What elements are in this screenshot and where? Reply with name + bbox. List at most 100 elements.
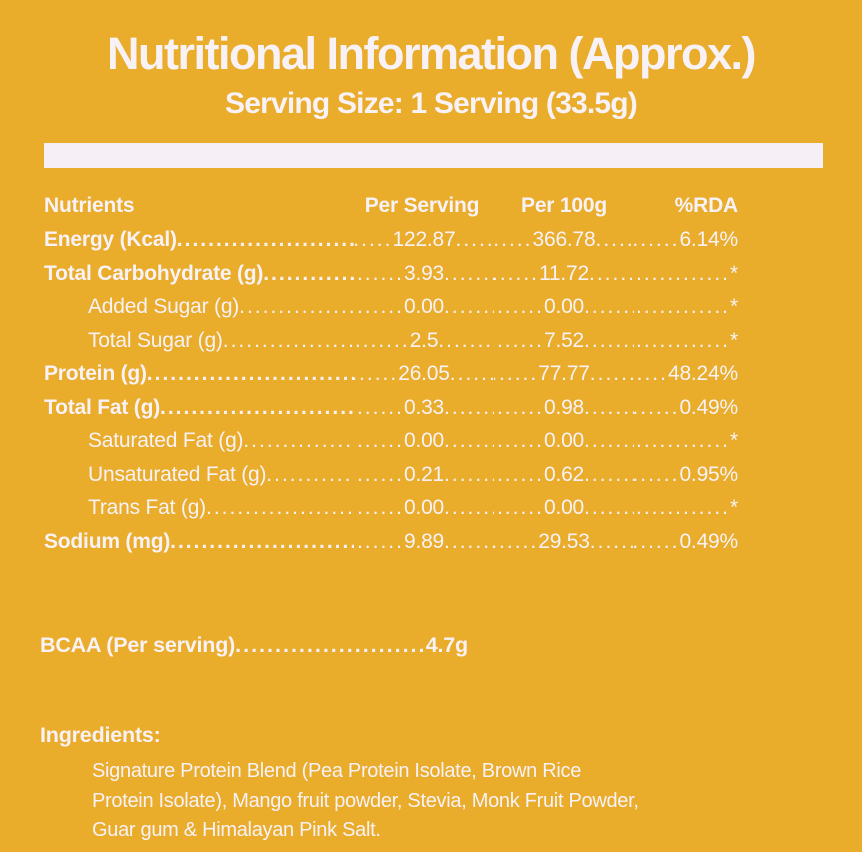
per-serving-value: 2.5 bbox=[409, 328, 439, 352]
dot-leader bbox=[354, 458, 404, 492]
nutrient-label: Added Sugar (g) bbox=[88, 295, 240, 318]
per-100g-cell: 366.78 bbox=[494, 223, 634, 257]
divider-bar bbox=[44, 143, 823, 168]
nutrient-label-cell: Sodium (mg) bbox=[44, 525, 354, 559]
dot-leader bbox=[634, 290, 730, 324]
rda-value: * bbox=[730, 295, 738, 318]
per-100g-cell: 11.72 bbox=[494, 257, 634, 291]
per-serving-cell: 3.93 bbox=[354, 257, 494, 291]
column-header-nutrients: Nutrients bbox=[44, 194, 135, 217]
rda-value: 0.95% bbox=[679, 462, 738, 486]
dot-leader bbox=[494, 290, 544, 324]
per-100g-value: 29.53 bbox=[538, 529, 590, 553]
dot-leader bbox=[243, 424, 354, 458]
rda-value: 6.14% bbox=[679, 228, 738, 251]
dot-leader bbox=[266, 458, 354, 492]
per-serving-value: 3.93 bbox=[403, 261, 445, 285]
dot-leader bbox=[494, 324, 544, 358]
per-100g-cell: 29.53 bbox=[494, 525, 634, 559]
table-row: Total Carbohydrate (g) 3.93 11.72 * bbox=[44, 257, 738, 291]
per-serving-value: 26.05 bbox=[398, 362, 450, 385]
table-header-row: Nutrients Per Serving Per 100g %RDA bbox=[44, 189, 738, 223]
per-serving-cell: 26.05 bbox=[354, 357, 494, 391]
column-header-per-100g: Per 100g bbox=[521, 194, 607, 217]
dot-leader bbox=[444, 257, 494, 291]
dot-leader bbox=[354, 223, 392, 257]
dot-leader bbox=[438, 324, 494, 358]
nutrient-label-cell: Total Carbohydrate (g) bbox=[44, 257, 354, 291]
per-serving-cell: 0.00 bbox=[354, 424, 494, 458]
dot-leader bbox=[634, 391, 679, 425]
rda-cell: 0.49% bbox=[634, 525, 738, 559]
dot-leader bbox=[354, 525, 404, 559]
dot-leader bbox=[354, 324, 410, 358]
dot-leader bbox=[634, 223, 679, 257]
per-100g-cell: 0.00 bbox=[494, 290, 634, 324]
per-100g-cell: 0.00 bbox=[494, 491, 634, 525]
per-100g-value: 11.72 bbox=[539, 261, 589, 285]
dot-leader bbox=[444, 424, 494, 458]
per-serving-value: 122.87 bbox=[392, 228, 456, 251]
dot-leader bbox=[354, 491, 404, 525]
dot-leader bbox=[206, 491, 354, 525]
rda-cell: * bbox=[634, 290, 738, 324]
dot-leader bbox=[354, 257, 404, 291]
rda-value: 0.49% bbox=[679, 395, 738, 419]
dot-leader bbox=[494, 257, 539, 291]
dot-leader bbox=[589, 257, 634, 291]
nutrient-label: Saturated Fat (g) bbox=[88, 429, 244, 452]
table-row: Total Sugar (g) 2.5 7.52 * bbox=[44, 324, 738, 358]
rda-cell: 48.24% bbox=[634, 357, 738, 391]
per-100g-cell: 0.98 bbox=[494, 391, 634, 425]
per-100g-cell: 77.77 bbox=[494, 357, 634, 391]
rda-cell: 0.49% bbox=[634, 391, 738, 425]
dot-leader bbox=[444, 525, 494, 559]
dot-leader bbox=[456, 223, 494, 257]
rda-value: * bbox=[730, 328, 738, 352]
dot-leader bbox=[634, 424, 730, 458]
dot-leader bbox=[444, 458, 494, 492]
nutrient-label-cell: Protein (g) bbox=[44, 357, 354, 391]
nutrient-label: Total Sugar (g) bbox=[88, 328, 223, 352]
ingredients-text: Signature Protein Blend (Pea Protein Iso… bbox=[92, 757, 639, 846]
rda-cell: 6.14% bbox=[634, 223, 738, 257]
nutrient-label-cell: Total Fat (g) bbox=[44, 391, 354, 425]
dot-leader bbox=[170, 525, 354, 559]
dot-leader bbox=[584, 491, 634, 525]
table-row: Saturated Fat (g) 0.00 0.00 * bbox=[44, 424, 738, 458]
per-100g-value: 0.00 bbox=[543, 295, 585, 318]
rda-value: 48.24% bbox=[667, 362, 738, 385]
dot-leader bbox=[634, 491, 730, 525]
dot-leader bbox=[584, 324, 634, 358]
bcaa-row: BCAA (Per serving) 4.7g bbox=[40, 631, 468, 659]
per-serving-value: 0.00 bbox=[403, 496, 445, 519]
per-100g-cell: 7.52 bbox=[494, 324, 634, 358]
dot-leader bbox=[584, 458, 634, 492]
dot-leader bbox=[590, 525, 634, 559]
dot-leader bbox=[160, 391, 354, 425]
dot-leader bbox=[494, 223, 532, 257]
dot-leader bbox=[263, 257, 354, 291]
dot-leader bbox=[494, 391, 544, 425]
dot-leader bbox=[634, 257, 730, 291]
per-100g-value: 77.77 bbox=[538, 362, 590, 385]
table-body: Energy (Kcal) 122.87 366.78 6.14% Total … bbox=[44, 223, 738, 558]
per-serving-cell: 0.00 bbox=[354, 491, 494, 525]
rda-cell: 0.95% bbox=[634, 458, 738, 492]
rda-cell: * bbox=[634, 324, 738, 358]
nutrient-label-cell: Energy (Kcal) bbox=[44, 223, 354, 257]
table-row: Total Fat (g) 0.33 0.98 0.49% bbox=[44, 391, 738, 425]
ingredient-line: Guar gum & Himalayan Pink Salt. bbox=[92, 819, 381, 841]
dot-leader bbox=[354, 391, 404, 425]
dot-leader bbox=[223, 324, 354, 358]
dot-leader bbox=[494, 525, 538, 559]
table-row: Unsaturated Fat (g) 0.21 0.62 0.95% bbox=[44, 458, 738, 492]
per-serving-cell: 122.87 bbox=[354, 223, 494, 257]
dot-leader bbox=[444, 391, 494, 425]
dot-leader bbox=[584, 290, 634, 324]
dot-leader bbox=[634, 525, 679, 559]
nutrient-label-cell: Unsaturated Fat (g) bbox=[44, 458, 354, 492]
dot-leader bbox=[584, 424, 634, 458]
ingredient-line: Signature Protein Blend (Pea Protein Iso… bbox=[92, 760, 582, 782]
